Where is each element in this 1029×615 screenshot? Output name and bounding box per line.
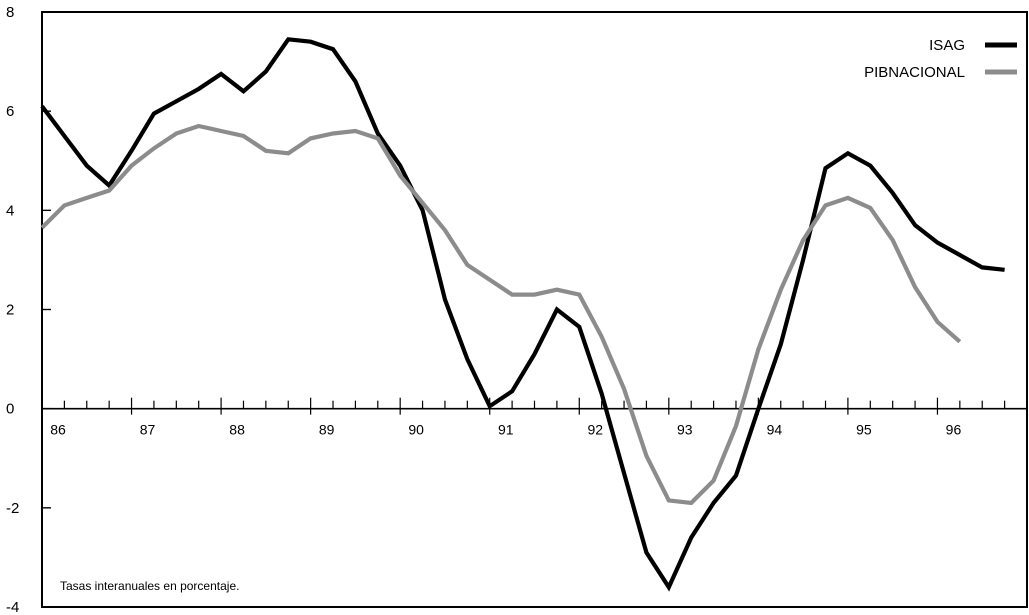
x-tick-label: 88 — [229, 422, 245, 438]
x-tick-label: 91 — [498, 422, 514, 438]
y-tick-label: 0 — [6, 401, 14, 418]
x-tick-label: 89 — [319, 422, 335, 438]
legend-label: ISAG — [929, 37, 965, 54]
legend-label: PIBNACIONAL — [864, 64, 965, 81]
series-line-isag — [40, 37, 1005, 592]
x-axis-ticks — [41, 397, 1028, 415]
y-tick-label: -4 — [6, 599, 19, 615]
x-tick-label: 94 — [767, 422, 783, 438]
y-axis-ticks — [42, 11, 51, 608]
series-lines — [40, 37, 1005, 592]
x-tick-label: 92 — [587, 422, 603, 438]
y-axis-labels: 8 6 4 2 0 -2 -4 — [6, 4, 19, 615]
x-tick-label: 93 — [677, 422, 693, 438]
y-tick-label: 6 — [6, 103, 14, 120]
x-tick-label: 95 — [856, 422, 872, 438]
legend: ISAG PIBNACIONAL — [864, 37, 1017, 81]
y-tick-label: 4 — [6, 202, 14, 219]
y-tick-label: 2 — [6, 302, 14, 319]
x-axis-labels: 86 87 88 89 90 91 92 93 94 95 96 — [50, 422, 961, 438]
plot-frame — [41, 11, 1028, 608]
y-tick-label: -2 — [6, 500, 19, 517]
y-tick-label: 8 — [6, 4, 14, 21]
x-tick-label: 90 — [408, 422, 424, 438]
x-tick-label: 96 — [946, 422, 962, 438]
chart-note: Tasas interanuales en porcentaje. — [60, 579, 239, 593]
x-tick-label: 87 — [140, 422, 156, 438]
series-line-pibnacional — [40, 123, 962, 506]
x-tick-label: 86 — [50, 422, 66, 438]
